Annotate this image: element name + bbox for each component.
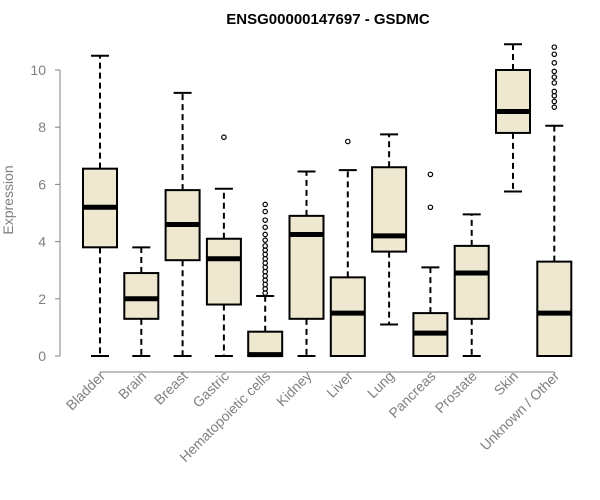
- outlier-point: [551, 60, 558, 66]
- outlier-point: [551, 88, 558, 95]
- outlier-point: [262, 208, 269, 215]
- outlier-point: [262, 201, 269, 208]
- x-tick-label: Liver: [323, 368, 356, 401]
- iqr-box: [495, 69, 531, 134]
- chart-title: ENSG00000147697 - GSDMC: [226, 11, 430, 28]
- box-unknown-other: [536, 44, 573, 357]
- y-axis-label: Expression: [0, 165, 16, 234]
- iqr-box: [536, 260, 573, 357]
- outlier-point: [551, 51, 558, 58]
- y-tick-label: 6: [38, 176, 46, 192]
- box-breast: [164, 91, 201, 357]
- box-lung: [371, 133, 408, 326]
- box-prostate: [453, 213, 490, 357]
- outlier-point: [551, 44, 558, 50]
- x-tick-label: Bladder: [63, 368, 109, 414]
- x-tick-label: Lung: [364, 368, 397, 401]
- outlier-point: [344, 138, 351, 145]
- x-tick-label: Kidney: [273, 368, 315, 410]
- outlier-point: [221, 134, 227, 141]
- outlier-point: [262, 217, 269, 223]
- y-tick-label: 10: [30, 62, 46, 78]
- outlier-point: [427, 204, 434, 211]
- outlier-point: [262, 224, 269, 231]
- box-kidney: [288, 170, 325, 357]
- outlier-point: [262, 237, 269, 243]
- box-brain: [123, 246, 160, 357]
- box-skin: [495, 43, 531, 193]
- outlier-point: [551, 104, 558, 110]
- outlier-point: [262, 231, 269, 238]
- outlier-point: [427, 171, 434, 178]
- box-gastric: [205, 134, 242, 357]
- y-tick-label: 8: [38, 119, 46, 135]
- box-pancreas: [412, 171, 449, 358]
- box-bladder: [82, 54, 118, 357]
- y-tick-label: 0: [38, 348, 46, 364]
- outlier-point: [551, 68, 558, 75]
- iqr-box: [371, 166, 408, 253]
- outlier-point: [262, 243, 269, 249]
- axes-group: 0 2 4 6 8 10: [30, 62, 555, 373]
- outlier-point: [551, 74, 558, 80]
- iqr-box: [288, 214, 325, 320]
- box-liver: [329, 138, 366, 358]
- y-tick-label: 2: [38, 291, 46, 307]
- iqr-box: [205, 237, 242, 306]
- iqr-box: [123, 272, 160, 320]
- x-tick-label: Prostate: [432, 368, 480, 416]
- x-tick-label: Breast: [151, 368, 191, 408]
- outlier-point: [551, 80, 558, 86]
- boxes-group: [82, 43, 573, 358]
- iqr-box: [329, 276, 366, 358]
- outlier-point: [551, 98, 558, 105]
- box-hematopoietic-cells: [247, 201, 284, 358]
- x-tick-label: Brain: [115, 368, 149, 402]
- y-tick-label: 4: [38, 234, 46, 250]
- iqr-box: [453, 244, 490, 320]
